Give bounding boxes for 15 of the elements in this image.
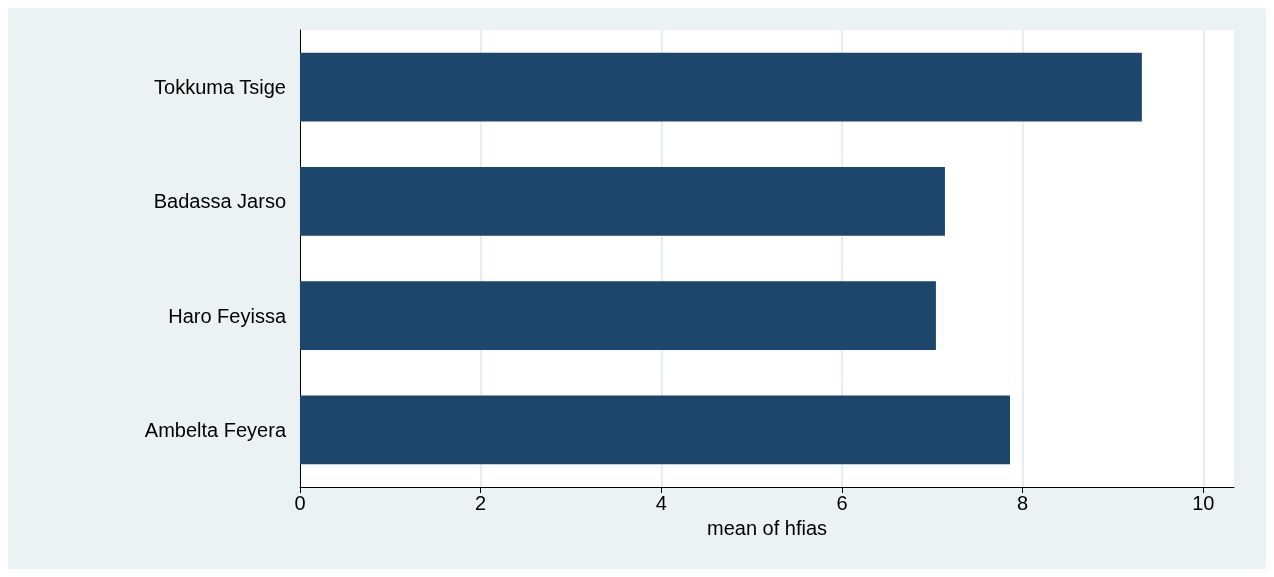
- x-tick-label: 0: [294, 492, 306, 514]
- x-tick-label: 8: [1017, 492, 1029, 514]
- x-tick-label: 4: [655, 492, 667, 514]
- bar: [300, 395, 1010, 465]
- y-tick-label: Haro Feyissa: [168, 304, 287, 327]
- y-tick-label: Badassa Jarso: [153, 190, 286, 213]
- y-tick-label: Ambelta Feyera: [144, 418, 287, 441]
- x-tick-label: 6: [836, 492, 848, 514]
- y-tick-label: Tokkuma Tsige: [154, 76, 286, 99]
- bar: [300, 52, 1142, 122]
- x-tick-label: 2: [475, 492, 487, 514]
- x-tick-label: 10: [1192, 492, 1215, 514]
- bar: [300, 281, 936, 350]
- x-axis-title: mean of hfias: [706, 516, 828, 539]
- bar: [300, 167, 945, 236]
